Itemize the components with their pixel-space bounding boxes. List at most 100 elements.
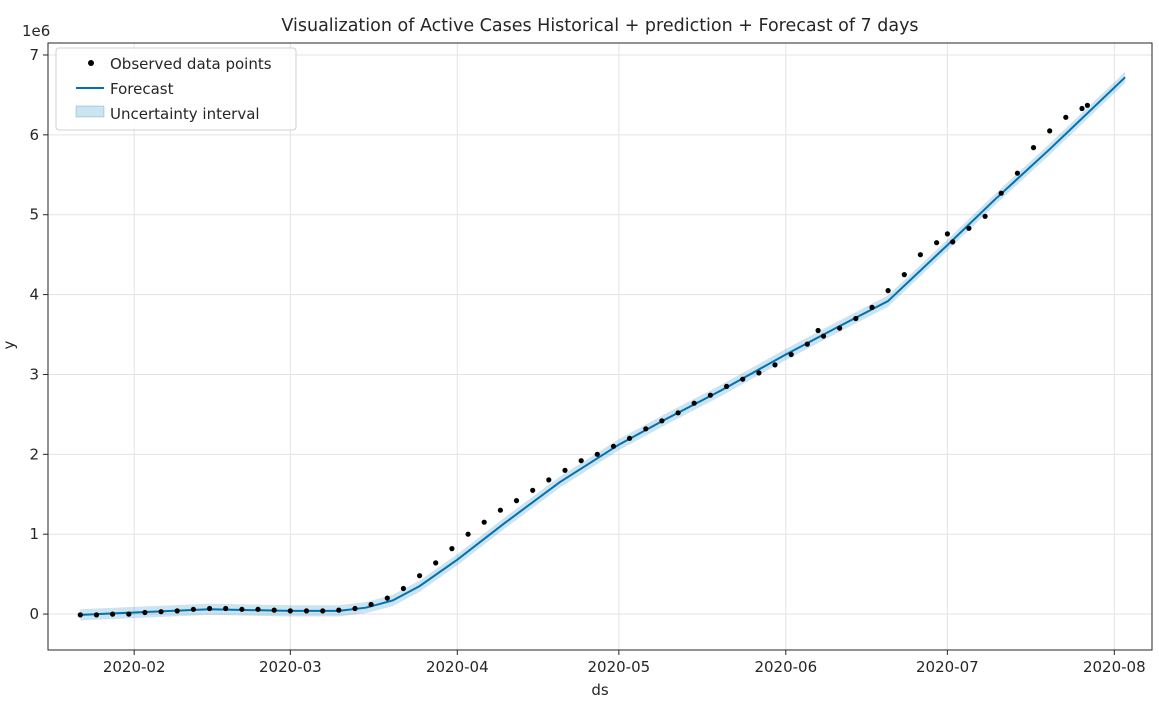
observed-point (966, 225, 972, 231)
observed-point (934, 240, 940, 246)
observed-point (1063, 114, 1069, 120)
x-tick-label: 2020-05 (588, 658, 651, 676)
observed-point (950, 239, 956, 245)
observed-point (982, 213, 988, 219)
observed-point (223, 605, 229, 612)
grid (48, 43, 1152, 650)
observed-point (675, 410, 681, 416)
observed-point (497, 507, 503, 513)
x-tick-label: 2020-08 (1083, 658, 1146, 676)
observed-points-group (77, 102, 1090, 618)
observed-point (627, 435, 633, 441)
observed-point (433, 560, 439, 566)
uncertainty-band-group (80, 71, 1126, 621)
scale-note: 1e6 (22, 22, 50, 40)
observed-point (1014, 170, 1021, 176)
legend: Observed data points Forecast Uncertaint… (55, 47, 297, 131)
observed-point (239, 606, 245, 612)
observed-point (530, 487, 536, 493)
observed-point (944, 231, 951, 237)
observed-point (126, 611, 132, 617)
chart-title: Visualization of Active Cases Historical… (281, 16, 918, 36)
observed-point (578, 458, 584, 464)
observed-point (303, 608, 310, 614)
observed-point (207, 605, 213, 612)
observed-point (1084, 102, 1090, 108)
x-tick-label: 2020-02 (103, 658, 166, 676)
legend-band-label: Uncertainty interval (110, 105, 260, 123)
observed-point (287, 608, 293, 614)
observed-point (352, 605, 358, 612)
observed-point (869, 304, 875, 310)
observed-point (336, 607, 342, 613)
observed-point (93, 612, 100, 618)
y-tick-label: 2 (29, 445, 39, 463)
observed-point (740, 376, 746, 382)
observed-point (546, 477, 552, 483)
observed-point (724, 383, 730, 389)
observed-point (449, 546, 455, 552)
observed-point (77, 612, 83, 618)
y-tick-label: 3 (29, 365, 39, 383)
observed-point (610, 443, 617, 449)
observed-point (804, 341, 810, 347)
legend-forecast-label: Forecast (110, 80, 174, 98)
y-axis-label: y (0, 340, 18, 349)
observed-point (998, 190, 1004, 196)
observed-point (772, 362, 778, 368)
observed-point (853, 315, 859, 322)
observed-point (513, 498, 520, 504)
observed-point (643, 426, 649, 432)
legend-frame (55, 47, 297, 131)
observed-point (788, 351, 794, 358)
observed-point (255, 606, 261, 612)
legend-point-marker (88, 60, 94, 66)
observed-point (594, 451, 600, 457)
y-tick-label: 7 (29, 46, 39, 64)
observed-point (142, 609, 148, 616)
observed-point (320, 608, 326, 614)
observed-point (815, 327, 821, 334)
y-tick-label: 5 (29, 206, 39, 224)
observed-point (1047, 128, 1053, 134)
observed-point (481, 519, 487, 525)
observed-point (1030, 145, 1037, 151)
observed-point (271, 607, 277, 613)
observed-point (110, 611, 116, 617)
x-tick-label: 2020-04 (426, 658, 489, 676)
x-tick-label: 2020-07 (916, 658, 979, 676)
uncertainty-band (80, 71, 1126, 621)
x-axis-label: ds (591, 681, 609, 699)
observed-point (465, 531, 471, 537)
observed-point (417, 573, 423, 579)
x-tick-label: 2020-03 (259, 658, 322, 676)
y-tick-label: 0 (29, 605, 39, 623)
observed-point (400, 585, 406, 592)
observed-point (1079, 105, 1085, 112)
observed-point (707, 392, 714, 398)
observed-point (820, 333, 827, 339)
y-tick-label: 1 (29, 525, 39, 543)
observed-point (756, 370, 762, 376)
axis-ticks: 2020-02 2020-03 2020-04 2020-05 2020-06 2020-… (29, 46, 1145, 676)
observed-point (837, 325, 843, 331)
observed-point (190, 606, 196, 612)
observed-point (917, 252, 924, 258)
observed-point (691, 400, 697, 406)
x-tick-label: 2020-06 (754, 658, 817, 676)
observed-point (158, 609, 164, 615)
legend-band-marker (75, 105, 105, 118)
observed-point (174, 608, 180, 614)
observed-point (384, 595, 390, 601)
plot-frame (47, 42, 1153, 651)
observed-point (562, 467, 568, 473)
observed-point (885, 288, 891, 294)
observed-point (368, 601, 374, 608)
observed-point (659, 418, 665, 424)
observed-point (901, 272, 907, 278)
y-tick-label: 6 (29, 126, 39, 144)
y-tick-label: 4 (29, 286, 39, 304)
legend-observed-label: Observed data points (110, 55, 272, 73)
